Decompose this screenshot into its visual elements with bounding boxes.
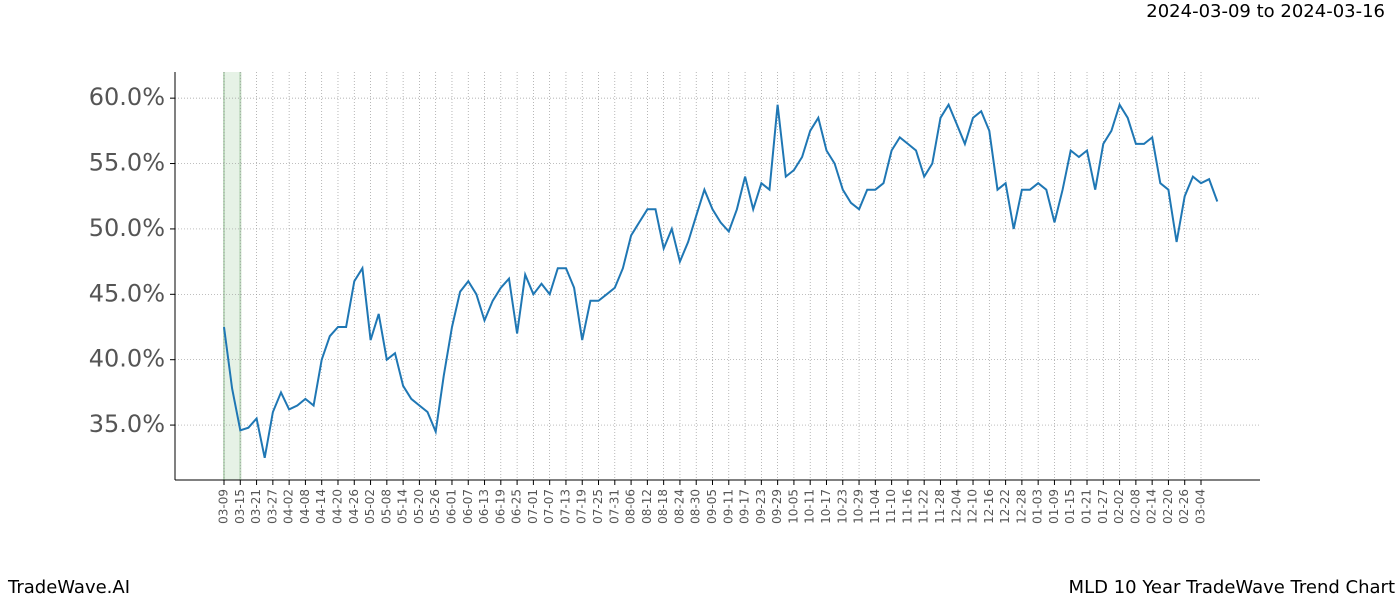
x-tick-label: 06-19 bbox=[493, 489, 507, 524]
x-tick-label: 03-09 bbox=[217, 489, 231, 524]
x-tick-label: 02-26 bbox=[1177, 489, 1191, 524]
x-tick-label: 07-07 bbox=[542, 489, 556, 524]
x-tick-label: 01-15 bbox=[1063, 489, 1077, 524]
y-tick-label: 50.0% bbox=[89, 214, 165, 242]
x-tick-label: 01-03 bbox=[1031, 489, 1045, 524]
x-tick-label: 04-14 bbox=[314, 489, 328, 524]
x-tick-label: 08-06 bbox=[624, 489, 638, 524]
x-tick-label: 09-23 bbox=[754, 489, 768, 524]
x-tick-label: 12-16 bbox=[982, 489, 996, 524]
x-tick-label: 10-23 bbox=[835, 489, 849, 524]
x-tick-label: 10-17 bbox=[819, 489, 833, 524]
x-tick-label: 03-21 bbox=[249, 489, 263, 524]
highlight-span bbox=[224, 72, 241, 480]
x-tick-label: 10-11 bbox=[803, 489, 817, 524]
x-tick-label: 03-15 bbox=[233, 489, 247, 524]
x-tick-label: 09-05 bbox=[705, 489, 719, 524]
x-tick-label: 09-29 bbox=[770, 489, 784, 524]
x-tick-label: 12-04 bbox=[949, 489, 963, 524]
x-tick-label: 11-16 bbox=[900, 489, 914, 524]
x-tick-label: 12-10 bbox=[966, 489, 980, 524]
x-tick-label: 06-07 bbox=[461, 489, 475, 524]
x-tick-label: 02-02 bbox=[1112, 489, 1126, 524]
x-tick-label: 11-22 bbox=[917, 489, 931, 524]
x-tick-label: 03-04 bbox=[1194, 489, 1208, 524]
y-tick-label: 60.0% bbox=[89, 83, 165, 111]
x-tick-label: 01-21 bbox=[1080, 489, 1094, 524]
chart-caption: MLD 10 Year TradeWave Trend Chart bbox=[1069, 577, 1395, 598]
y-tick-label: 35.0% bbox=[89, 410, 165, 438]
x-tick-label: 11-10 bbox=[884, 489, 898, 524]
date-range: 2024-03-09 to 2024-03-16 bbox=[1146, 1, 1385, 22]
brand: TradeWave.AI bbox=[7, 577, 130, 598]
x-tick-label: 10-29 bbox=[852, 489, 866, 524]
x-tick-label: 08-12 bbox=[640, 489, 654, 524]
x-tick-label: 04-08 bbox=[298, 489, 312, 524]
x-tick-label: 06-25 bbox=[510, 489, 524, 524]
x-tick-label: 11-04 bbox=[868, 489, 882, 524]
x-tick-label: 12-28 bbox=[1014, 489, 1028, 524]
x-tick-label: 07-31 bbox=[607, 489, 621, 524]
x-tick-label: 02-14 bbox=[1145, 489, 1159, 524]
x-tick-label: 12-22 bbox=[998, 489, 1012, 524]
x-tick-label: 04-26 bbox=[347, 489, 361, 524]
x-tick-label: 06-01 bbox=[444, 489, 458, 524]
x-tick-label: 02-20 bbox=[1161, 489, 1175, 524]
x-tick-label: 10-05 bbox=[786, 489, 800, 524]
x-tick-label: 09-17 bbox=[738, 489, 752, 524]
x-tick-label: 09-11 bbox=[721, 489, 735, 524]
y-tick-label: 55.0% bbox=[89, 149, 165, 177]
y-tick-label: 40.0% bbox=[89, 345, 165, 373]
x-tick-label: 01-27 bbox=[1096, 489, 1110, 524]
x-tick-label: 05-14 bbox=[396, 489, 410, 524]
x-tick-label: 07-19 bbox=[575, 489, 589, 524]
x-tick-label: 03-27 bbox=[265, 489, 279, 524]
x-tick-label: 07-13 bbox=[558, 489, 572, 524]
x-tick-label: 11-28 bbox=[933, 489, 947, 524]
x-tick-label: 05-26 bbox=[428, 489, 442, 524]
x-tick-label: 06-13 bbox=[477, 489, 491, 524]
x-tick-label: 08-24 bbox=[672, 489, 686, 524]
x-tick-label: 01-09 bbox=[1047, 489, 1061, 524]
x-tick-label: 08-30 bbox=[689, 489, 703, 524]
x-tick-label: 05-20 bbox=[412, 489, 426, 524]
x-tick-label: 05-02 bbox=[363, 489, 377, 524]
x-tick-label: 04-02 bbox=[282, 489, 296, 524]
x-tick-label: 04-20 bbox=[330, 489, 344, 524]
data-line bbox=[223, 102, 1219, 459]
x-tick-label: 05-08 bbox=[379, 489, 393, 524]
x-tick-label: 07-01 bbox=[526, 489, 540, 524]
x-tick-label: 08-18 bbox=[656, 489, 670, 524]
x-tick-label: 02-08 bbox=[1128, 489, 1142, 524]
x-tick-label: 07-25 bbox=[591, 489, 605, 524]
y-tick-label: 45.0% bbox=[89, 279, 165, 307]
